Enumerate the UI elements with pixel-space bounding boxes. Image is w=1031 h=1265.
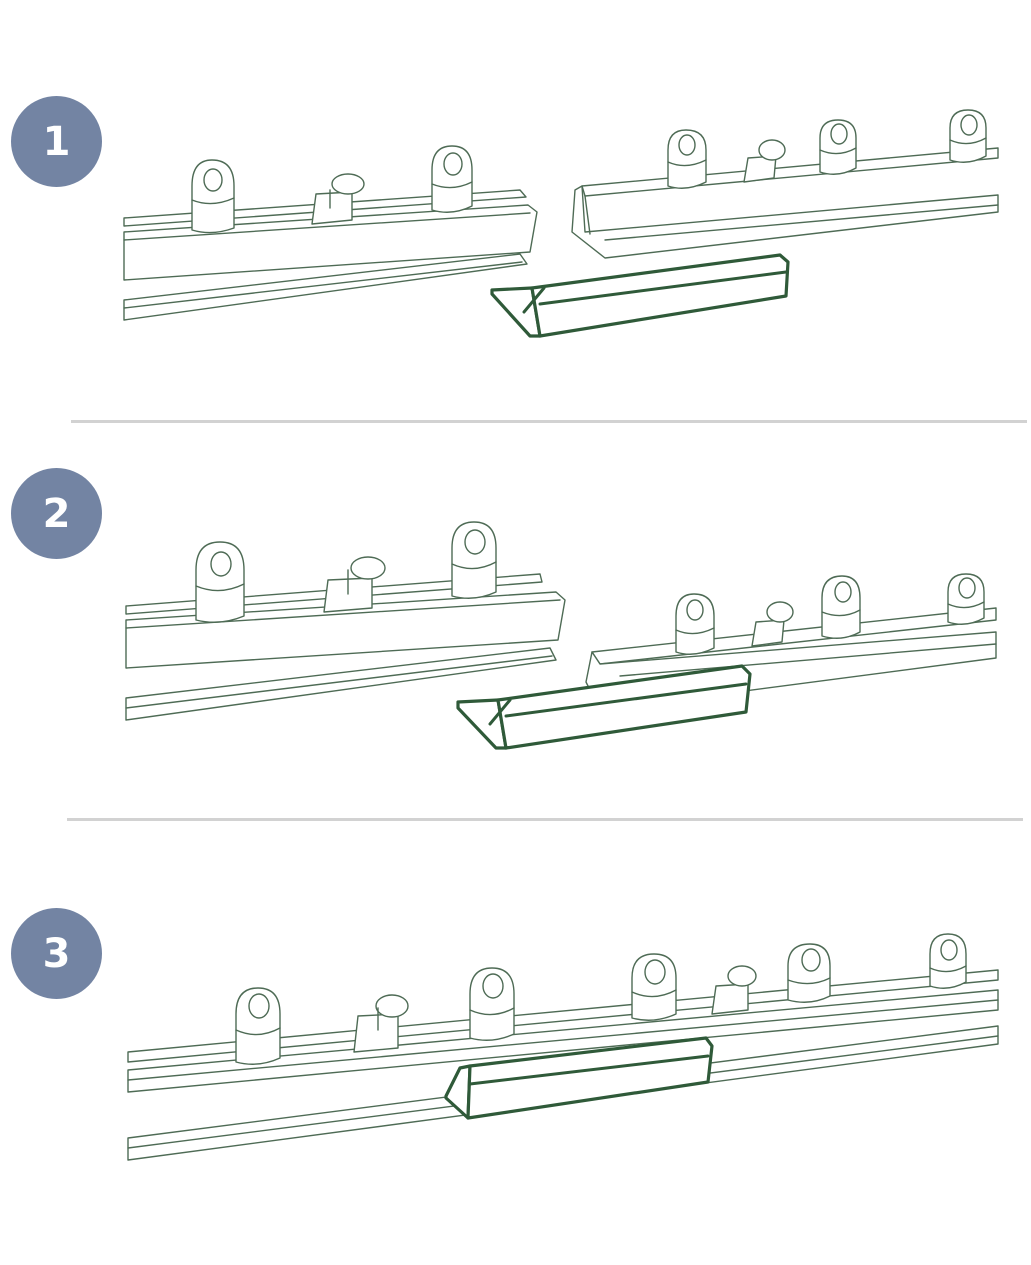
rail-illustration bbox=[127, 933, 999, 1161]
hook-glider bbox=[353, 994, 409, 1053]
step-number-badge: 1 bbox=[11, 96, 102, 187]
rail-connector[interactable] bbox=[444, 1036, 714, 1120]
hook-glider bbox=[711, 965, 757, 1015]
glider bbox=[631, 953, 677, 1021]
glider bbox=[675, 593, 715, 655]
glider bbox=[929, 933, 967, 989]
step-number-badge: 3 bbox=[11, 908, 102, 999]
glider bbox=[819, 119, 857, 175]
step-2: 2 bbox=[0, 420, 1031, 820]
glider bbox=[195, 541, 245, 623]
glider bbox=[667, 129, 707, 189]
glider bbox=[947, 573, 985, 625]
hook-glider bbox=[311, 173, 365, 225]
glider bbox=[431, 145, 473, 213]
glider bbox=[191, 159, 235, 234]
rail-illustration bbox=[123, 109, 999, 338]
glider bbox=[821, 575, 861, 639]
step-number: 1 bbox=[42, 118, 71, 165]
rail-connector[interactable] bbox=[490, 253, 790, 338]
divider bbox=[67, 818, 1023, 821]
glider bbox=[469, 967, 515, 1041]
glider bbox=[235, 987, 281, 1065]
step-number-badge: 2 bbox=[11, 468, 102, 559]
step-number: 2 bbox=[42, 490, 71, 537]
right-rail bbox=[571, 147, 999, 259]
hook-glider bbox=[751, 601, 794, 647]
hook-glider bbox=[743, 139, 786, 183]
step-3: 3 bbox=[0, 830, 1031, 1230]
hook-glider bbox=[323, 556, 386, 613]
divider bbox=[71, 420, 1027, 423]
glider bbox=[451, 521, 497, 599]
step-number: 3 bbox=[42, 930, 71, 977]
rail-connector[interactable] bbox=[456, 664, 752, 750]
glider bbox=[787, 943, 831, 1003]
rail-illustration bbox=[125, 521, 997, 750]
glider bbox=[949, 109, 987, 163]
step-1: 1 bbox=[0, 0, 1031, 400]
